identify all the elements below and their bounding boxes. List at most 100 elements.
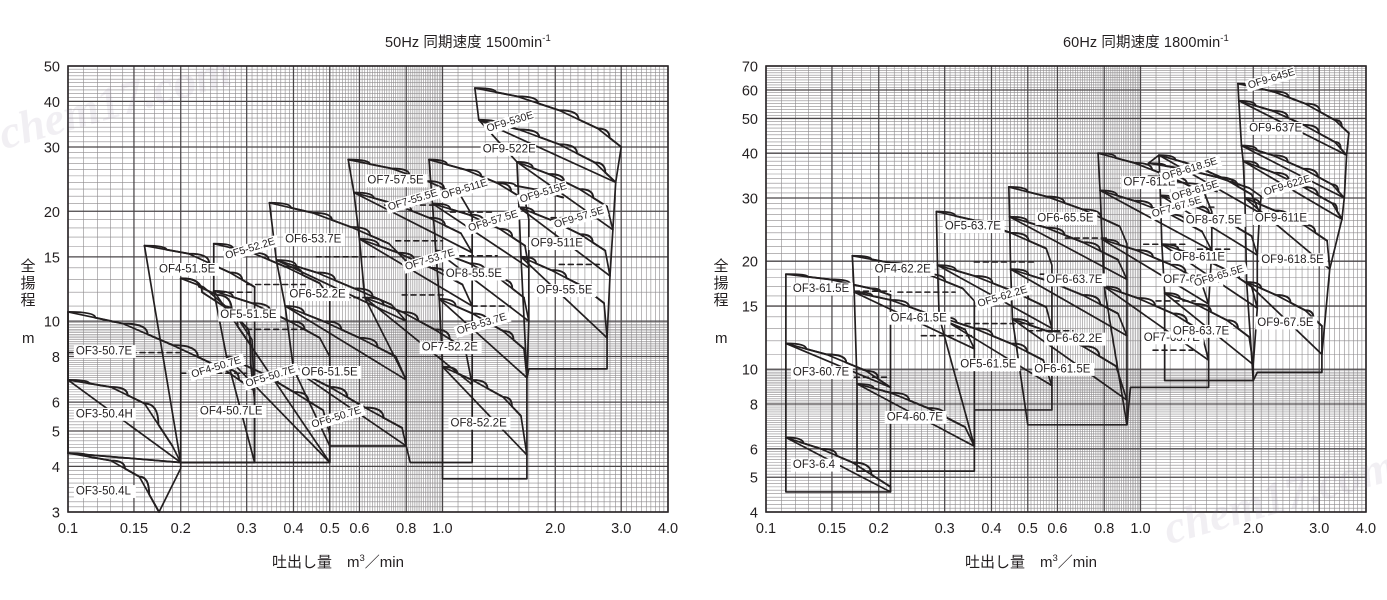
svg-text:OF8-611E: OF8-611E (1173, 251, 1226, 263)
svg-text:OF3-50.4L: OF3-50.4L (76, 486, 132, 498)
x-tick-label: 0.3 (237, 521, 257, 537)
svg-text:OF8-55.5E: OF8-55.5E (446, 268, 503, 280)
x-tick-label: 4.0 (1356, 521, 1376, 537)
svg-text:OF6-53.7E: OF6-53.7E (285, 234, 342, 246)
svg-text:OF7-52.2E: OF7-52.2E (422, 342, 479, 354)
y-tick-label: 40 (44, 95, 60, 111)
x-tick-label: 0.15 (818, 521, 846, 537)
svg-text:OF8-511E: OF8-511E (440, 177, 489, 202)
svg-text:OF3-60.7E: OF3-60.7E (793, 367, 850, 379)
y-tick-label: 6 (52, 396, 60, 412)
x-tick-label: 4.0 (658, 521, 678, 537)
curve-label: OF9-530E (483, 109, 536, 136)
y-axis-label-60hz: 全揚程 (713, 258, 729, 309)
curve-label: OF3-50.7E (73, 345, 136, 358)
x-tick-label: 1.0 (1130, 521, 1150, 537)
x-tick-label: 0.5 (1018, 521, 1038, 537)
curve-label: OF8-511E (438, 176, 491, 203)
x-tick-label: 0.5 (320, 521, 340, 537)
x-axis-label-60hz: 吐出し量 m3／min (965, 553, 1097, 571)
svg-text:OF3-50.4H: OF3-50.4H (76, 408, 133, 420)
svg-text:OF3-50.7E: OF3-50.7E (76, 346, 133, 358)
svg-text:OF8-67.5E: OF8-67.5E (1186, 214, 1243, 226)
svg-text:OF4-51.5E: OF4-51.5E (159, 263, 216, 275)
curve-label: OF8-611E (1170, 250, 1227, 264)
x-tick-label: 0.15 (120, 521, 148, 537)
curve-label: OF4-60.7E (884, 410, 947, 424)
x-axis-label-50hz: 吐出し量 m3／min (272, 553, 404, 571)
y-tick-label: 70 (742, 60, 758, 76)
curve-label: OF9-637E (1247, 121, 1303, 135)
x-tick-label: 0.4 (283, 521, 303, 537)
curve-label: OF9-515E (516, 180, 569, 207)
curve-label: OF4-51.5E (157, 262, 219, 276)
curve-label: OF5-51.5E (218, 308, 281, 322)
svg-text:OF7-55.5E: OF7-55.5E (386, 187, 439, 213)
svg-text:OF7-57.5E: OF7-57.5E (367, 175, 424, 187)
svg-text:OF9-515E: OF9-515E (518, 180, 568, 206)
x-tick-label: 0.3 (935, 521, 955, 537)
svg-text:OF9-530E: OF9-530E (485, 109, 535, 135)
x-tick-label: 0.6 (1047, 521, 1067, 537)
y-tick-label: 50 (44, 60, 60, 76)
y-tick-label: 10 (44, 315, 60, 331)
curve-label: OF3-50.4H (73, 407, 136, 421)
curve-label: OF3-60.7E (790, 366, 853, 380)
y-tick-label: 20 (44, 205, 60, 221)
svg-text:OF3-61.5E: OF3-61.5E (793, 283, 850, 295)
y-tick-label: 20 (742, 255, 758, 271)
x-tick-label: 0.1 (58, 521, 78, 537)
svg-text:OF5-51.5E: OF5-51.5E (220, 309, 277, 321)
svg-text:OF6-61.5E: OF6-61.5E (1034, 363, 1091, 375)
svg-text:OF9-611E: OF9-611E (1255, 213, 1308, 225)
x-tick-label: 0.1 (756, 521, 776, 537)
curve-label: OF6-51.5E (299, 365, 362, 379)
y-tick-label: 30 (742, 192, 758, 208)
curve-label: OF9-522E (480, 142, 537, 156)
curve-label: OF5-61.5E (958, 358, 1021, 372)
y-tick-label: 30 (44, 140, 60, 156)
y-tick-label: 3 (52, 506, 60, 522)
curve-label: OF3-6.4 (790, 458, 840, 472)
x-tick-label: 2.0 (1243, 521, 1263, 537)
svg-text:OF4-62.2E: OF4-62.2E (875, 264, 932, 276)
y-tick-label: 40 (742, 147, 758, 163)
curve-label: OF6-63.7E (1044, 273, 1107, 287)
svg-text:OF9-57.5E: OF9-57.5E (553, 204, 606, 230)
y-tick-label: 15 (742, 300, 758, 316)
curve-label: OF4-62.2E (872, 263, 935, 276)
x-tick-label: 2.0 (545, 521, 565, 537)
x-tick-label: 3.0 (611, 521, 631, 537)
x-tick-label: 0.2 (171, 521, 191, 537)
curve-label: OF9-611E (1252, 212, 1309, 225)
svg-text:OF4-50.7LE: OF4-50.7LE (200, 406, 263, 418)
y-tick-label: 8 (52, 350, 60, 366)
curve-label: OF8-63.7E (1170, 324, 1233, 338)
y-tick-label: 10 (742, 363, 758, 379)
x-tick-label: 0.6 (349, 521, 369, 537)
plot-area-50hz: OF3-50.4L OF3-50.4H OF3-50.7E OF4-50.7LE OF4… (44, 60, 678, 538)
curve-label: OF4-50.7LE (197, 405, 267, 418)
curve-label: OF8-52.2E (448, 416, 511, 430)
curve-label: OF6-61.5E (1032, 362, 1095, 376)
curve-label: OF9-55.5E (534, 284, 597, 298)
y-tick-label: 50 (742, 112, 758, 128)
curve-label: OF9-57.5E (550, 203, 609, 232)
svg-text:OF9-637E: OF9-637E (1249, 122, 1302, 134)
y-tick-label: 4 (750, 506, 758, 522)
svg-text:OF6-62.2E: OF6-62.2E (1046, 333, 1103, 345)
svg-text:OF9-55.5E: OF9-55.5E (536, 285, 593, 297)
x-tick-label: 1.0 (432, 521, 452, 537)
chart-panel-60hz: 60Hz 同期速度 1800min-1 全揚程 m OF3-6.4 OF3-60.… (693, 0, 1387, 600)
y-tick-label: 6 (750, 442, 758, 458)
svg-text:OF5-63.7E: OF5-63.7E (945, 221, 1002, 233)
y-axis-unit-60hz: m (715, 330, 728, 347)
y-tick-label: 4 (52, 460, 60, 476)
curve-label: OF6-65.5E (1035, 212, 1098, 225)
svg-text:OF4-60.7E: OF4-60.7E (887, 411, 944, 423)
curve-label: OF9-67.5E (1255, 316, 1318, 330)
y-tick-label: 8 (750, 397, 758, 413)
curve-label: OF7-52.2E (419, 341, 482, 355)
chart-panel-50hz: 50Hz 同期速度 1500min-1 全揚程 m OF3-50.4L OF3-5… (20, 33, 678, 571)
curve-label: OF9-645E (1244, 66, 1297, 93)
